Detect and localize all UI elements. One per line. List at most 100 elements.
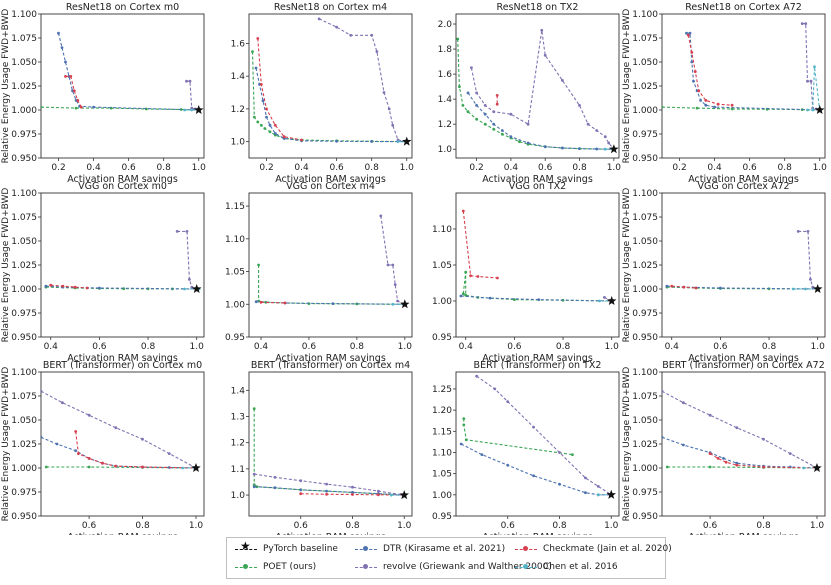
series-point-revolve <box>375 50 379 53</box>
series-point-revolve <box>351 485 354 489</box>
x-tick-label: 0.8 <box>762 342 777 352</box>
series-point-revolve <box>526 122 530 126</box>
series-point-revolve <box>299 479 303 483</box>
series-line-checkmate <box>50 284 88 289</box>
series-point-revolve <box>762 437 765 441</box>
x-tick-label: 0.2 <box>51 163 65 173</box>
y-tick-label: 0.950 <box>632 154 658 164</box>
series-point-dtr <box>265 115 268 119</box>
series-point-revolve <box>806 79 809 83</box>
series-point-dtr <box>578 147 581 151</box>
series-point-dtr <box>325 489 328 493</box>
series-point-checkmate <box>259 300 263 304</box>
x-tick-label: 0.4 <box>294 163 309 173</box>
series-point-checkmate <box>299 492 303 496</box>
x-tick-label: 0.8 <box>556 342 571 352</box>
series-point-checkmate <box>690 51 694 54</box>
x-tick-label: 1.0 <box>400 163 415 173</box>
series-point-dtr <box>543 145 547 149</box>
series-point-dtr <box>466 91 470 95</box>
y-tick-label: 1.100 <box>11 189 37 199</box>
series-point-revolve <box>561 79 564 82</box>
y-tick-label: 1.05 <box>225 268 245 278</box>
x-tick-label: 0.2 <box>259 163 273 173</box>
x-tick-label: 0.6 <box>742 163 757 173</box>
series-point-checkmate <box>670 284 674 288</box>
x-axis-label: Activation RAM savings <box>482 532 593 535</box>
x-tick-label: 0.4 <box>44 342 59 352</box>
series-point-poet <box>252 115 256 119</box>
legend-item-revolve: revolve (Griewank and Walther 2000) <box>355 562 552 572</box>
series-point-poet <box>259 123 263 127</box>
series-point-dtr <box>335 139 338 143</box>
series-line-dtr <box>662 436 818 469</box>
figure-grid: ResNet18 on Cortex m0 0.2 0.4 0.6 0.8 1.0 0.95… <box>1 2 827 535</box>
plot-area <box>455 192 620 338</box>
chart-panel-8: BERT (Transformer) on Cortex m0 0.6 0.8 1.0… <box>1 360 205 535</box>
series-point-dtr <box>509 135 513 139</box>
series-point-checkmate <box>735 463 739 467</box>
series-point-chen <box>603 147 607 151</box>
series-point-dtr <box>98 286 101 290</box>
series-point-revolve <box>596 485 600 488</box>
y-tick-label: 0.950 <box>632 333 658 343</box>
y-tick-label: 1.075 <box>11 34 37 44</box>
series-point-checkmate <box>693 70 697 73</box>
series-point-poet <box>74 106 78 110</box>
chart-title: ResNet18 on Cortex A72 <box>685 2 802 13</box>
series-point-checkmate <box>686 33 690 37</box>
series-point-dtr <box>459 442 463 446</box>
x-axis-label: Activation RAM savings <box>67 532 178 535</box>
y-tick-label: 1.2 <box>438 120 452 130</box>
series-point-poet <box>44 465 48 469</box>
legend: ★ PyTorch baseline POET (ours) DTR (Kira… <box>226 537 672 579</box>
series-point-poet <box>466 110 470 114</box>
series-point-poet <box>464 270 468 274</box>
chart-panel-10: BERT (Transformer) on TX2 0.6 0.8 1.0 0.95 1.… <box>432 360 620 535</box>
x-tick-label: 0.6 <box>507 342 522 352</box>
series-point-revolve <box>662 389 664 393</box>
y-tick-label: 1.075 <box>632 392 658 402</box>
series-point-revolve <box>325 482 328 486</box>
y-tick-label: 1.025 <box>632 440 658 450</box>
series-point-revolve <box>349 33 353 37</box>
x-tick-label: 0.6 <box>121 163 136 173</box>
series-point-chen <box>598 299 601 303</box>
series-point-revolve <box>682 401 685 405</box>
series-line-poet <box>457 38 614 150</box>
x-tick-label: 0.4 <box>707 163 722 173</box>
legend-label-checkmate: Checkmate (Jain et al. 2020) <box>543 544 672 554</box>
x-tick-label: 1.0 <box>810 521 825 531</box>
series-point-checkmate <box>724 460 728 464</box>
y-tick-label: 1.050 <box>11 58 37 68</box>
baseline-star-marker <box>191 284 202 293</box>
x-tick-label: 1.0 <box>190 342 205 352</box>
x-tick-label: 0.6 <box>82 521 97 531</box>
series-point-dtr <box>60 46 64 49</box>
baseline-star-marker <box>606 296 617 305</box>
y-axis-label: Relative Energy Usage FWD+BWD <box>1 188 11 343</box>
series-point-chen <box>802 466 805 470</box>
chart-title: BERT (Transformer) on Cortex A72 <box>662 360 825 371</box>
series-point-revolve <box>475 91 478 95</box>
chart-title: VGG on TX2 <box>509 181 566 192</box>
y-tick-label: 1.025 <box>11 82 37 92</box>
baseline-star-marker <box>400 299 410 309</box>
y-tick-label: 1.000 <box>632 464 658 474</box>
series-point-dtr <box>252 485 256 489</box>
series-point-revolve <box>584 476 587 480</box>
x-tick-label: 0.8 <box>572 163 587 173</box>
y-tick-label: 1.20 <box>432 406 452 416</box>
y-tick-label: 1.050 <box>11 416 37 426</box>
series-point-revolve <box>175 230 179 233</box>
series-point-checkmate <box>708 452 712 455</box>
x-tick-label: 0.8 <box>552 521 567 531</box>
series-point-revolve <box>493 387 497 391</box>
series-point-revolve <box>809 79 813 83</box>
series-point-chen <box>183 287 186 291</box>
series-point-chen <box>792 287 795 291</box>
y-tick-label: 1.10 <box>225 235 245 245</box>
series-point-dtr <box>500 129 504 132</box>
x-tick-label: 0.6 <box>294 521 309 531</box>
series-point-revolve <box>796 230 800 233</box>
